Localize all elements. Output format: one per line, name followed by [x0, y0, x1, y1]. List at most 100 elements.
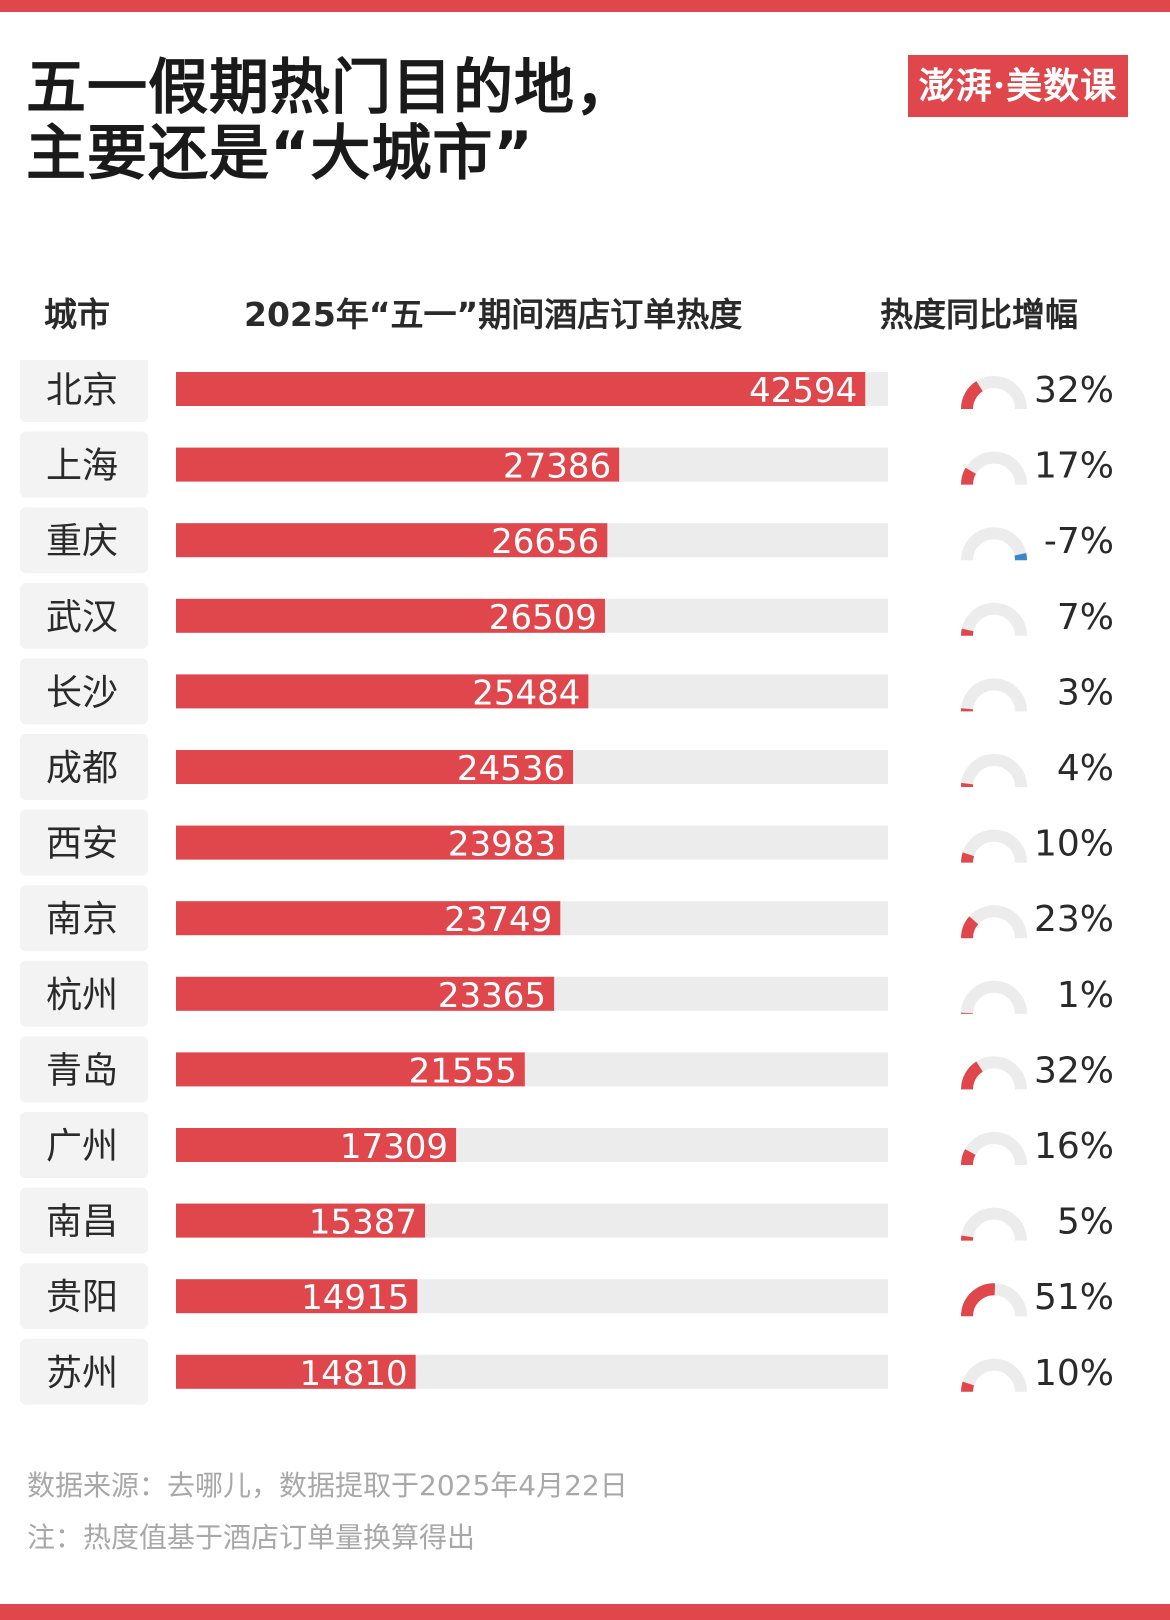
header-growth: 热度同比增幅: [880, 295, 1078, 334]
bar-value-label: 21555: [409, 1051, 517, 1091]
city-label-bg: [20, 582, 148, 649]
bar-value-label: 23365: [438, 976, 546, 1016]
bar-value-label: 25484: [472, 673, 580, 713]
growth-label: 23%: [1034, 899, 1114, 940]
gauge-track: [961, 1132, 1027, 1166]
city-label-bg: [20, 1187, 148, 1254]
city-label: 广州: [46, 1126, 118, 1167]
bar-value-label: 17309: [340, 1127, 448, 1167]
gauge-track: [961, 527, 1027, 561]
title-line-2: 主要还是“大城市”: [26, 119, 534, 189]
bar-value-label: 42594: [749, 371, 857, 411]
source-note: 数据来源：去哪儿，数据提取于2025年4月22日: [27, 1469, 628, 1502]
city-label: 重庆: [46, 521, 118, 562]
bar-chart: 北京 42594 32% 上海 27386 17% 重庆 26656 -7% 武汉 26509 7% 长…: [20, 360, 1114, 1405]
growth-label: 1%: [1057, 975, 1114, 1016]
bar: [176, 1354, 416, 1389]
bar-value-label: 14810: [299, 1354, 407, 1394]
city-label-bg: [20, 507, 148, 574]
city-label: 杭州: [46, 975, 118, 1016]
city-label-bg: [20, 885, 148, 952]
gauge-fill: [961, 381, 984, 410]
growth-label: 5%: [1057, 1202, 1114, 1243]
bar-value-label: 26656: [491, 522, 599, 562]
bar: [176, 1279, 418, 1314]
city-label-bg: [20, 431, 148, 498]
gauge-fill: [961, 1061, 984, 1090]
growth-label: -7%: [1044, 521, 1114, 562]
city-label: 贵阳: [46, 1277, 118, 1318]
bottom-border: [0, 1604, 1170, 1620]
city-label-bg: [20, 1338, 148, 1405]
gauge-fill: [961, 628, 974, 636]
city-label: 武汉: [46, 597, 118, 638]
header-metric: 2025年“五一”期间酒店订单热度: [244, 295, 743, 334]
city-label: 南京: [46, 899, 118, 940]
bar-value-label: 26509: [489, 598, 597, 638]
gauge-fill: [961, 916, 979, 939]
gauge-track: [961, 1207, 1027, 1241]
gauge-fill: [961, 1149, 976, 1166]
gauge-track: [961, 678, 1027, 712]
growth-label: 17%: [1034, 446, 1114, 487]
gauge-fill: [961, 467, 977, 485]
gauge-fill: [961, 852, 975, 863]
bar: [176, 1052, 525, 1087]
bar-value-label: 27386: [503, 447, 611, 487]
city-label: 长沙: [46, 672, 118, 713]
gauge-track: [961, 1358, 1027, 1393]
city-label: 青岛: [46, 1050, 118, 1091]
method-note: 注：热度值基于酒店订单量换算得出: [27, 1521, 476, 1554]
growth-label: 32%: [1034, 370, 1114, 411]
growth-label: 3%: [1057, 672, 1114, 713]
growth-label: 51%: [1034, 1277, 1114, 1318]
city-label: 南昌: [46, 1202, 118, 1243]
growth-label: 16%: [1034, 1126, 1114, 1167]
brand-logo: 澎湃·美数课: [908, 55, 1128, 117]
bar: [176, 1128, 457, 1162]
bar: [176, 825, 565, 860]
bar-value-label: 24536: [457, 749, 565, 789]
city-label-bg: [20, 360, 148, 422]
title-line-1: 五一假期热门目的地，: [26, 53, 636, 123]
city-label-bg: [20, 734, 148, 800]
bar-value-label: 23749: [444, 900, 552, 940]
city-label: 成都: [46, 748, 118, 789]
growth-label: 32%: [1034, 1050, 1114, 1091]
city-label-bg: [20, 809, 148, 876]
growth-label: 7%: [1057, 597, 1114, 638]
gauge-track: [961, 829, 1027, 863]
gauge-fill: [961, 1283, 996, 1317]
bar: [176, 372, 866, 406]
gauge-track: [961, 451, 1027, 485]
gauge-track: [961, 754, 1027, 788]
city-label-bg: [20, 658, 148, 725]
footnotes: 数据来源：去哪儿，数据提取于2025年4月22日 注：热度值基于酒店订单量换算得…: [27, 1460, 628, 1564]
top-border: [0, 0, 1170, 12]
gauge-track: [961, 980, 1027, 1015]
city-label: 西安: [46, 824, 118, 865]
bar-value-label: 23983: [448, 825, 556, 865]
city-label-bg: [20, 1036, 148, 1103]
bar: [176, 750, 574, 784]
gauge-fill: [1014, 553, 1027, 561]
city-label: 上海: [46, 446, 118, 487]
city-label: 苏州: [46, 1353, 118, 1394]
chart-title: 五一假期热门目的地， 主要还是“大城市”: [26, 55, 636, 187]
bar: [176, 674, 589, 709]
bar-value-label: 14915: [301, 1278, 409, 1318]
bar: [176, 901, 561, 936]
bar: [176, 598, 605, 633]
bar: [176, 447, 620, 482]
header-city: 城市: [44, 295, 110, 334]
city-label-bg: [20, 1112, 148, 1178]
gauge-track: [961, 602, 1027, 637]
bar: [176, 976, 555, 1011]
bar: [176, 1203, 425, 1238]
city-label-bg: [20, 960, 148, 1027]
city-label-bg: [20, 1263, 148, 1330]
city-label: 北京: [46, 370, 118, 411]
growth-label: 10%: [1034, 824, 1114, 865]
growth-label: 10%: [1034, 1353, 1114, 1394]
growth-label: 4%: [1057, 748, 1114, 789]
